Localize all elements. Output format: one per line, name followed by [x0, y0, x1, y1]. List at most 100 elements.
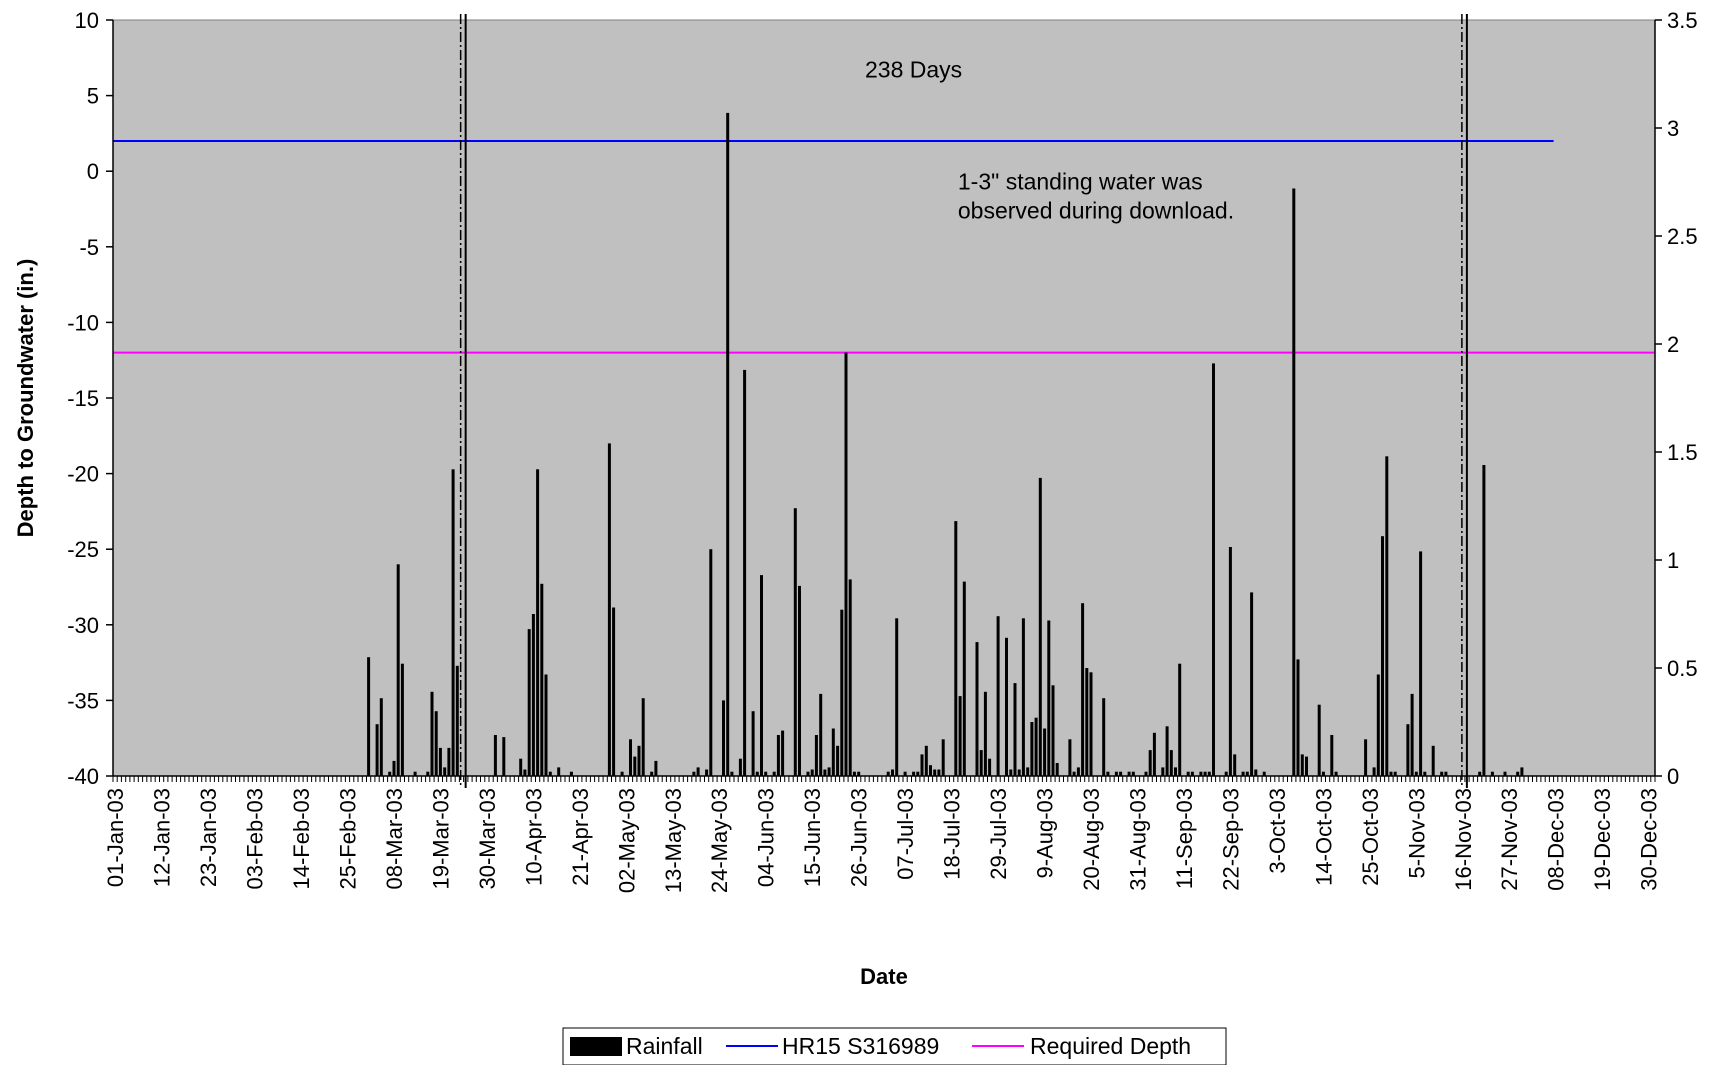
rainfall-bar: [1199, 771, 1203, 776]
rainfall-bar: [1169, 750, 1173, 776]
rainfall-bar: [1021, 618, 1025, 776]
legend-label-required-depth: Required Depth: [1030, 1033, 1191, 1059]
rainfall-bar: [1085, 668, 1089, 776]
rainfall-bar: [367, 657, 371, 776]
rainfall-bar: [1482, 465, 1486, 776]
x-tick-label: 27-Nov-03: [1497, 788, 1522, 891]
rainfall-bar: [1233, 754, 1237, 776]
rainfall-bar: [392, 760, 396, 776]
x-tick-label: 10-Apr-03: [521, 788, 546, 886]
x-tick-label: 21-Apr-03: [568, 788, 593, 886]
rainfall-bar: [650, 771, 654, 776]
rainfall-bar: [886, 771, 890, 776]
rainfall-bar: [983, 691, 987, 776]
x-tick-label: 29-Jul-03: [986, 788, 1011, 880]
rainfall-bar: [1406, 724, 1410, 776]
x-tick-label: 25-Oct-03: [1358, 788, 1383, 886]
x-tick-label: 15-Jun-03: [800, 788, 825, 887]
rainfall-bar: [1490, 771, 1494, 776]
rainfall-bar: [443, 767, 447, 776]
x-tick-label: 02-May-03: [614, 788, 639, 893]
rainfall-bar: [1034, 717, 1038, 776]
rainfall-bar: [612, 607, 616, 776]
rainfall-bar: [844, 352, 848, 776]
rainfall-bar: [840, 609, 844, 776]
x-tick-label: 16-Nov-03: [1451, 788, 1476, 891]
rainfall-bar: [1148, 750, 1152, 776]
x-tick-label: 9-Aug-03: [1033, 788, 1058, 879]
rainfall-bar: [764, 771, 768, 776]
y-right-tick-label: 3.5: [1667, 8, 1698, 33]
rainfall-bar: [1296, 659, 1300, 776]
rainfall-bar: [798, 585, 801, 776]
rainfall-bar: [1381, 536, 1384, 776]
rainfall-bar: [1385, 456, 1389, 776]
rainfall-bar: [760, 575, 763, 776]
rainfall-bar: [1009, 769, 1013, 776]
rainfall-bar: [781, 730, 785, 776]
rainfall-bar: [692, 771, 696, 776]
x-tick-label: 19-Dec-03: [1590, 788, 1615, 891]
rainfall-bar: [536, 469, 540, 776]
rainfall-bar: [540, 583, 544, 776]
rainfall-bar: [502, 737, 506, 776]
rainfall-bar: [1144, 771, 1148, 776]
rainfall-bar: [1372, 767, 1376, 776]
rainfall-bars: [367, 112, 1524, 776]
rainfall-bar: [455, 665, 459, 776]
rainfall-bar: [1072, 771, 1076, 776]
rainfall-bar: [916, 771, 920, 776]
rainfall-bar: [776, 735, 780, 776]
rainfall-bar: [447, 747, 451, 776]
rainfall-bar: [620, 771, 624, 776]
rainfall-bar: [1334, 771, 1338, 776]
y-right-tick-label: 2: [1667, 332, 1679, 357]
rainfall-bar: [1305, 756, 1308, 776]
y-right-tick-label: 1: [1667, 548, 1679, 573]
rainfall-bar: [434, 711, 438, 776]
rainfall-bar: [557, 767, 561, 776]
axes: [106, 19, 1662, 782]
rainfall-bar: [1423, 771, 1427, 776]
rainfall-bar: [722, 700, 725, 776]
rainfall-bar: [730, 771, 734, 776]
rainfall-bar: [806, 771, 810, 776]
rainfall-bar: [1414, 771, 1418, 776]
rainfall-bar: [1321, 771, 1325, 776]
rainfall-bar: [1043, 728, 1047, 776]
annotation-text: 1-3" standing water was: [958, 168, 1203, 194]
y-left-tick-label: 0: [87, 159, 99, 184]
rainfall-bar: [1241, 771, 1245, 776]
rainfall-bar: [1017, 769, 1021, 776]
rainfall-bar: [607, 443, 611, 776]
rainfall-bar: [831, 728, 835, 776]
rainfall-bar: [755, 771, 759, 776]
rainfall-bar: [996, 616, 1000, 776]
x-tick-label: 01-Jan-03: [103, 788, 128, 887]
y-left-tick-label: -40: [67, 764, 99, 789]
rainfall-bar: [375, 724, 379, 776]
rainfall-bar: [857, 771, 861, 776]
rainfall-bar: [1478, 771, 1482, 776]
rainfall-bar: [1055, 763, 1059, 776]
rainfall-bar: [1026, 767, 1030, 776]
rainfall-bar: [709, 549, 713, 776]
rainfall-bar: [1410, 693, 1414, 776]
y-left-tick-label: 5: [87, 84, 99, 109]
x-tick-label: 12-Jan-03: [150, 788, 175, 887]
rainfall-bar: [519, 758, 523, 776]
rainfall-bar: [1131, 771, 1135, 776]
x-tick-label: 08-Dec-03: [1544, 788, 1569, 891]
rainfall-bar: [1030, 722, 1034, 776]
rainfall-bar: [1330, 735, 1334, 776]
rainfall-bar: [1119, 771, 1123, 776]
rainfall-bar: [1292, 188, 1296, 776]
rainfall-bar: [1207, 771, 1211, 776]
rainfall-bar: [920, 754, 924, 776]
vertical-markers: [459, 14, 1468, 788]
rainfall-bar: [1089, 672, 1093, 776]
rainfall-bar: [1081, 603, 1085, 776]
rainfall-bar: [1161, 767, 1165, 776]
annotation-text: observed during download.: [958, 197, 1234, 223]
y-left-tick-label: -15: [67, 386, 99, 411]
